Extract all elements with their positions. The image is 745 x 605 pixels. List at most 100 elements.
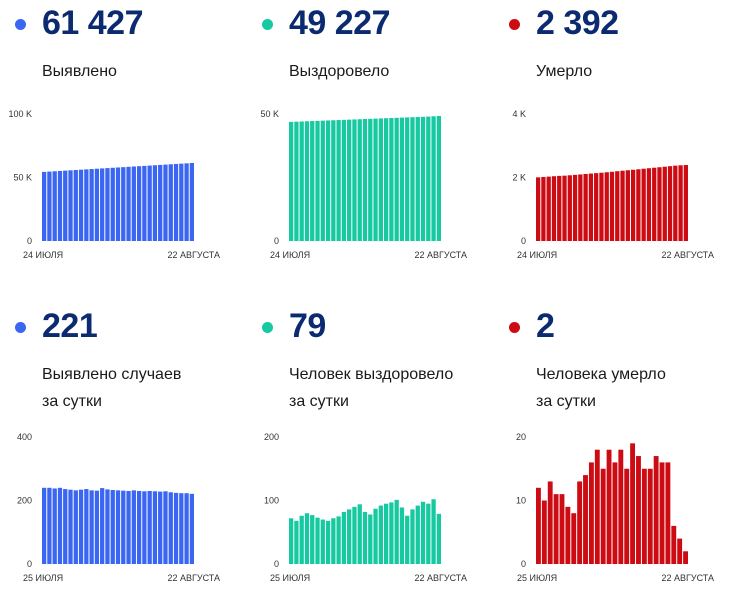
bar [126,166,131,241]
bar [657,167,662,241]
bar [368,514,373,564]
bar [299,121,304,241]
bar [431,116,436,241]
bar [158,491,163,564]
bar [136,166,142,241]
y-tick-label: 400 [17,432,32,442]
bar [173,163,179,241]
bar [677,538,683,564]
bar [572,174,578,241]
panel-detected-total: 61 427 Выявлено 0 50 K 100 K 24 ИЮЛЯ 22 АВГУ… [0,0,240,290]
bar [683,165,688,241]
panel-died-daily: 2 Человека умерло за сутки 0 10 20 25 ИЮЛЯ 2… [494,303,734,593]
bar-chart: 0 10 20 25 ИЮЛЯ 22 АВГУСТА [516,432,714,583]
bar [68,489,73,564]
bar-chart: 0 200 400 25 ИЮЛЯ 22 АВГУСТА [17,432,220,583]
bar [315,517,320,564]
stat-label: Человек выздоровело за сутки [289,361,453,415]
bar [588,173,594,241]
bar [73,490,78,564]
bar [541,176,546,241]
bar [357,119,362,241]
bar [105,489,110,564]
bar [667,166,673,241]
x-tick-label-start: 25 ИЮЛЯ [23,573,63,583]
bar [646,168,652,241]
stat-label-line: Человека умерло [536,366,666,383]
series-dot-icon [15,322,26,333]
bar [553,494,559,564]
bar [577,481,583,564]
bar [671,525,677,564]
bar [399,117,405,241]
bar-series [42,162,194,241]
stat-label: Выздоровело [289,58,389,85]
bar [126,490,131,564]
bar [662,166,667,241]
bar [341,511,347,564]
x-tick-label-end: 22 АВГУСТА [414,573,467,583]
bar [600,468,606,564]
bar [142,165,147,241]
bar [630,443,636,564]
stat-label-line: Человек выздоровело [289,366,454,383]
bar [168,492,173,564]
bar [294,520,299,564]
bar [294,121,299,241]
bar [571,513,577,564]
bar [373,118,378,241]
y-tick-label: 200 [264,432,279,442]
bar-series [536,165,688,241]
y-tick-label: 0 [27,559,32,569]
bar [683,551,688,564]
series-dot-icon [262,322,273,333]
bar [389,502,394,564]
bar [583,475,588,564]
bar [289,121,294,241]
bar [405,117,410,241]
bar [115,490,121,564]
bar [551,176,557,241]
bar [583,173,588,241]
bar-chart: 0 2 K 4 K 24 ИЮЛЯ 22 АВГУСТА [512,109,714,260]
bar [84,489,89,564]
bar [63,489,68,564]
bar [304,513,310,564]
bar [624,468,630,564]
bar [163,491,168,564]
bar [94,168,100,241]
stat-label-line: за сутки [289,393,349,410]
bar [131,166,136,241]
bar [84,169,89,241]
y-tick-label: 100 K [8,109,32,119]
bar [636,456,641,564]
bar [394,117,399,241]
bar [357,504,362,564]
bar [653,456,659,564]
bar [594,173,599,241]
bar [368,118,373,241]
bar [652,167,657,241]
bar [389,118,394,241]
bar [100,488,105,564]
bar [121,167,126,241]
bar-series [42,487,194,564]
x-tick-label-end: 22 АВГУСТА [661,250,714,260]
bar [347,509,352,564]
bar [405,515,410,564]
stat-label-line: Выявлено случаев [42,366,182,383]
x-tick-label-end: 22 АВГУСТА [661,573,714,583]
bar [325,120,331,241]
bar [310,121,315,241]
bar [47,171,52,241]
bar [63,170,68,241]
bar [615,171,620,241]
bar [373,508,378,564]
y-tick-label: 50 K [260,109,279,119]
bar [136,490,142,564]
bar [609,171,615,241]
bar [588,462,594,564]
bar [304,121,310,241]
bar [594,449,600,564]
bar [378,118,383,241]
